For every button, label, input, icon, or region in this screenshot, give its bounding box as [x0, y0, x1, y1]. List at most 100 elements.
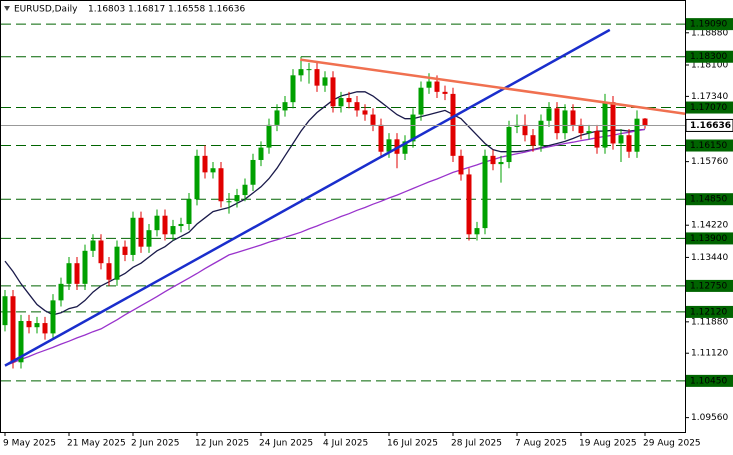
- candle-body: [314, 69, 320, 86]
- candle-body: [498, 162, 504, 165]
- high-value: 1.16817: [128, 5, 165, 15]
- candle-body: [90, 240, 96, 251]
- candle-body: [194, 155, 200, 200]
- level-tag: [686, 50, 733, 63]
- candle-body: [554, 108, 560, 134]
- candle-body: [42, 323, 48, 334]
- moving-average: [4, 91, 646, 316]
- candle-body: [306, 69, 312, 71]
- candle-body: [610, 102, 616, 144]
- level-label: 1.12120: [690, 307, 727, 317]
- y-tick-label: 1.11880: [691, 317, 728, 327]
- x-tick-label: 19 Aug 2025: [579, 439, 637, 449]
- x-tick-label: 29 Aug 2025: [643, 439, 701, 449]
- level-tag: [686, 101, 733, 114]
- candle-body: [482, 155, 488, 229]
- x-tick-label: 24 Jun 2025: [259, 439, 313, 449]
- candle-body: [642, 118, 648, 126]
- candle-body: [274, 110, 280, 125]
- x-tick-label: 7 Aug 2025: [515, 439, 567, 449]
- level-label: 1.10450: [690, 376, 727, 386]
- candle-body: [82, 250, 88, 284]
- candle-body: [130, 217, 136, 255]
- candle-body: [410, 114, 416, 142]
- candle-body: [18, 321, 24, 363]
- candle-body: [266, 124, 272, 148]
- candle-body: [346, 98, 352, 103]
- candle-body: [338, 98, 344, 107]
- candle-body: [282, 102, 288, 111]
- y-tick-label: 1.14220: [691, 221, 728, 231]
- candle-body: [58, 283, 64, 301]
- close-value: 1.16636: [208, 5, 245, 15]
- level-tag: [686, 193, 733, 206]
- candle-body: [290, 75, 296, 103]
- candle-body: [98, 240, 104, 264]
- x-tick-label: 12 Jun 2025: [195, 439, 249, 449]
- low-value: 1.16558: [168, 5, 205, 15]
- candle-body: [602, 102, 608, 148]
- candle-body: [578, 124, 584, 134]
- candle-body: [234, 195, 240, 202]
- candle-body: [378, 124, 384, 152]
- candle-body: [530, 135, 536, 146]
- candle-body: [634, 118, 640, 152]
- candle-body: [330, 77, 336, 107]
- level-label: 1.18300: [690, 52, 727, 62]
- level-label: 1.19090: [690, 20, 727, 30]
- y-tick-label: 1.13440: [691, 253, 728, 263]
- level-tag: [686, 232, 733, 245]
- candle-body: [202, 155, 208, 173]
- candle-body: [354, 102, 360, 111]
- candle-body: [562, 110, 568, 134]
- moving-average: [4, 128, 646, 367]
- level-tag: [686, 374, 733, 387]
- candle-body: [522, 124, 528, 136]
- candle-body: [570, 110, 576, 125]
- candle-body: [450, 93, 456, 156]
- level-label: 1.13900: [690, 234, 727, 244]
- candle-body: [298, 69, 304, 76]
- candle-body: [2, 296, 8, 326]
- candle-body: [490, 155, 496, 165]
- candle-body: [258, 147, 264, 160]
- candle-body: [26, 321, 32, 328]
- candle-body: [242, 184, 248, 196]
- candle-body: [74, 263, 80, 284]
- candle-body: [170, 226, 176, 235]
- level-label: 1.14850: [690, 195, 727, 205]
- candle-body: [586, 131, 592, 134]
- candle-body: [114, 246, 120, 280]
- y-tick-label: 1.11120: [691, 349, 728, 359]
- trendline: [300, 58, 686, 115]
- plot-frame: [0, 0, 686, 433]
- candle-body: [122, 246, 128, 255]
- level-tag: [686, 279, 733, 292]
- candle-body: [178, 223, 184, 227]
- candle-body: [474, 228, 480, 235]
- candle-body: [434, 81, 440, 92]
- candle-body: [394, 139, 400, 154]
- y-tick-label: 1.09560: [691, 413, 728, 423]
- level-tag: [686, 139, 733, 152]
- x-tick-label: 4 Jul 2025: [323, 439, 368, 449]
- candle-body: [594, 131, 600, 148]
- candle-body: [138, 217, 144, 247]
- level-label: 1.17070: [690, 103, 727, 113]
- candle-body: [226, 201, 232, 203]
- candle-body: [162, 215, 168, 235]
- trendline: [4, 28, 611, 367]
- candle-body: [618, 135, 624, 144]
- candle-body: [418, 87, 424, 115]
- candle-body: [210, 168, 216, 173]
- symbol-icon: [4, 6, 10, 11]
- candle-body: [106, 263, 112, 280]
- symbol: EURUSD,Daily: [14, 5, 78, 15]
- candle-body: [442, 91, 448, 94]
- x-tick-label: 28 Jul 2025: [451, 439, 502, 449]
- level-tag: [686, 18, 733, 31]
- candle-body: [146, 230, 152, 247]
- candle-body: [506, 126, 512, 163]
- candle-body: [370, 114, 376, 125]
